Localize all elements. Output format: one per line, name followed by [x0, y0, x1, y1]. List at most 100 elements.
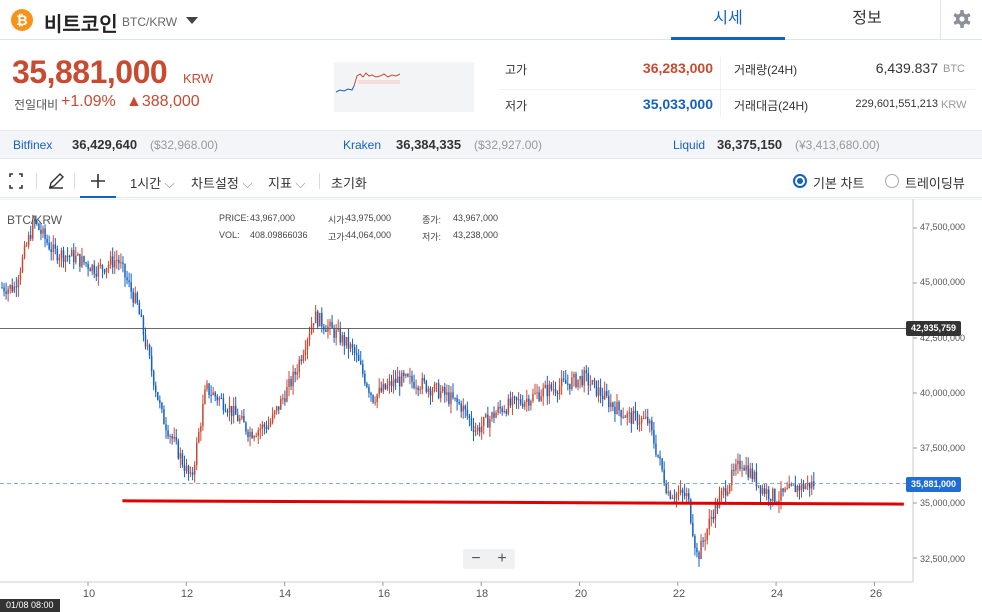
interval-label: 1시간 [130, 176, 162, 191]
x-axis-tick: 14 [278, 588, 292, 600]
candle-body [392, 378, 395, 387]
candle-body [478, 427, 481, 433]
candle-body [36, 221, 38, 224]
candle-body [136, 292, 139, 303]
zoom-in-button[interactable]: + [497, 550, 507, 567]
chart-settings-menu[interactable]: 차트설정 ⌵ [191, 173, 252, 192]
candle-body [70, 250, 73, 257]
zoom-out-button[interactable]: − [471, 550, 481, 567]
candle-body [155, 385, 157, 393]
candle-body [253, 436, 255, 439]
interval-select[interactable]: 1시간 ⌵ [130, 173, 175, 192]
basic-chart-label[interactable]: 기본 차트 [813, 176, 865, 191]
gear-icon[interactable] [940, 0, 982, 40]
candle-body [118, 259, 120, 264]
candle-body [778, 500, 780, 504]
candle-body [608, 395, 610, 408]
candle-body [77, 253, 79, 256]
coin-header: ₿ 비트코인 BTC/KRW 시세 정보 [0, 0, 982, 40]
candle-body [294, 371, 296, 375]
low-label: 저가 [505, 99, 528, 113]
chart-toolbar: 1시간 ⌵ 차트설정 ⌵ 지표 ⌵ 초기화 기본 차트 트레이딩뷰 [0, 164, 982, 198]
candle-body [302, 354, 305, 361]
candle-body [720, 491, 723, 496]
price-chart-canvas[interactable] [0, 199, 982, 612]
candle-body [89, 268, 91, 272]
candle-body [726, 491, 729, 496]
exchange-name[interactable]: Bitfinex [13, 138, 53, 152]
candle-body [704, 539, 706, 542]
coin-select-caret-icon[interactable] [186, 17, 198, 24]
candle-body [75, 255, 77, 263]
exchange-name[interactable]: Kraken [343, 138, 382, 152]
candle-body [56, 248, 59, 261]
basic-chart-radio[interactable] [793, 174, 807, 188]
candle-body [38, 223, 40, 230]
candle-body [234, 405, 237, 415]
candle-body [804, 485, 807, 489]
candle-body [603, 391, 606, 400]
chevron-down-icon: ⌵ [291, 176, 306, 191]
amount-label: 거래대금(24H) [734, 99, 809, 113]
candle-body [722, 488, 725, 492]
candle-body [450, 392, 452, 404]
candle-body [759, 485, 762, 494]
candle-body [15, 286, 18, 288]
fullscreen-icon[interactable] [4, 164, 28, 198]
candle-body [515, 397, 518, 401]
exchange-foreign-price: ($32,968.00) [150, 138, 219, 152]
candle-body [577, 379, 579, 388]
candle-body [487, 414, 489, 428]
x-axis-tick: 20 [574, 588, 588, 600]
exchange-name[interactable]: Liquid [673, 138, 706, 152]
candle-body [741, 467, 743, 469]
candle-body [29, 234, 32, 239]
candle-body [599, 387, 602, 396]
ohlc-close-label: 종가: [422, 215, 442, 225]
candle-body [427, 388, 430, 392]
x-axis-tick: 18 [475, 588, 489, 600]
candle-body [743, 467, 745, 471]
candle-body [183, 464, 186, 472]
candle-body [329, 321, 331, 327]
candle-body [811, 481, 813, 489]
candle-body [255, 435, 257, 437]
change-percent: +1.09% [61, 93, 116, 110]
candle-body [716, 503, 719, 508]
candle-body [261, 424, 264, 429]
candle-body [161, 402, 163, 410]
price-chart[interactable]: BTC/KRW PRICE: 43,967,000 VOL: 408.09866… [0, 199, 982, 612]
candle-body [765, 489, 768, 494]
tradingview-label[interactable]: 트레이딩뷰 [905, 176, 965, 191]
draw-pencil-icon[interactable] [44, 164, 68, 198]
candle-body [565, 379, 567, 384]
candle-body [552, 389, 555, 391]
candle-body [169, 436, 171, 438]
candle-body [382, 383, 385, 392]
candle-body [349, 344, 352, 349]
candle-body [747, 465, 749, 478]
tab-sise[interactable]: 시세 [671, 0, 785, 40]
candle-body [659, 456, 661, 459]
exchange-price: 36,375,150 [717, 137, 783, 152]
candle-body [806, 482, 809, 486]
candle-body [782, 488, 784, 492]
reset-button[interactable]: 초기화 [331, 176, 367, 191]
candle-body [636, 413, 639, 425]
coin-name: 비트코인 [44, 14, 118, 36]
chart-settings-label: 차트설정 [191, 176, 239, 191]
candle-body [247, 431, 249, 437]
tab-info[interactable]: 정보 [852, 10, 882, 27]
candle-body [304, 349, 307, 355]
current-price-unit: KRW [183, 71, 214, 86]
candle-body [663, 469, 665, 484]
candle-body [388, 381, 391, 386]
candle-body [245, 422, 247, 432]
candle-body [224, 409, 227, 412]
crosshair-icon[interactable] [80, 164, 116, 198]
indicators-menu[interactable]: 지표 ⌵ [268, 173, 305, 192]
tradingview-radio[interactable] [885, 174, 899, 188]
candle-body [784, 488, 786, 492]
candle-body [628, 412, 631, 414]
candle-body [19, 271, 22, 280]
